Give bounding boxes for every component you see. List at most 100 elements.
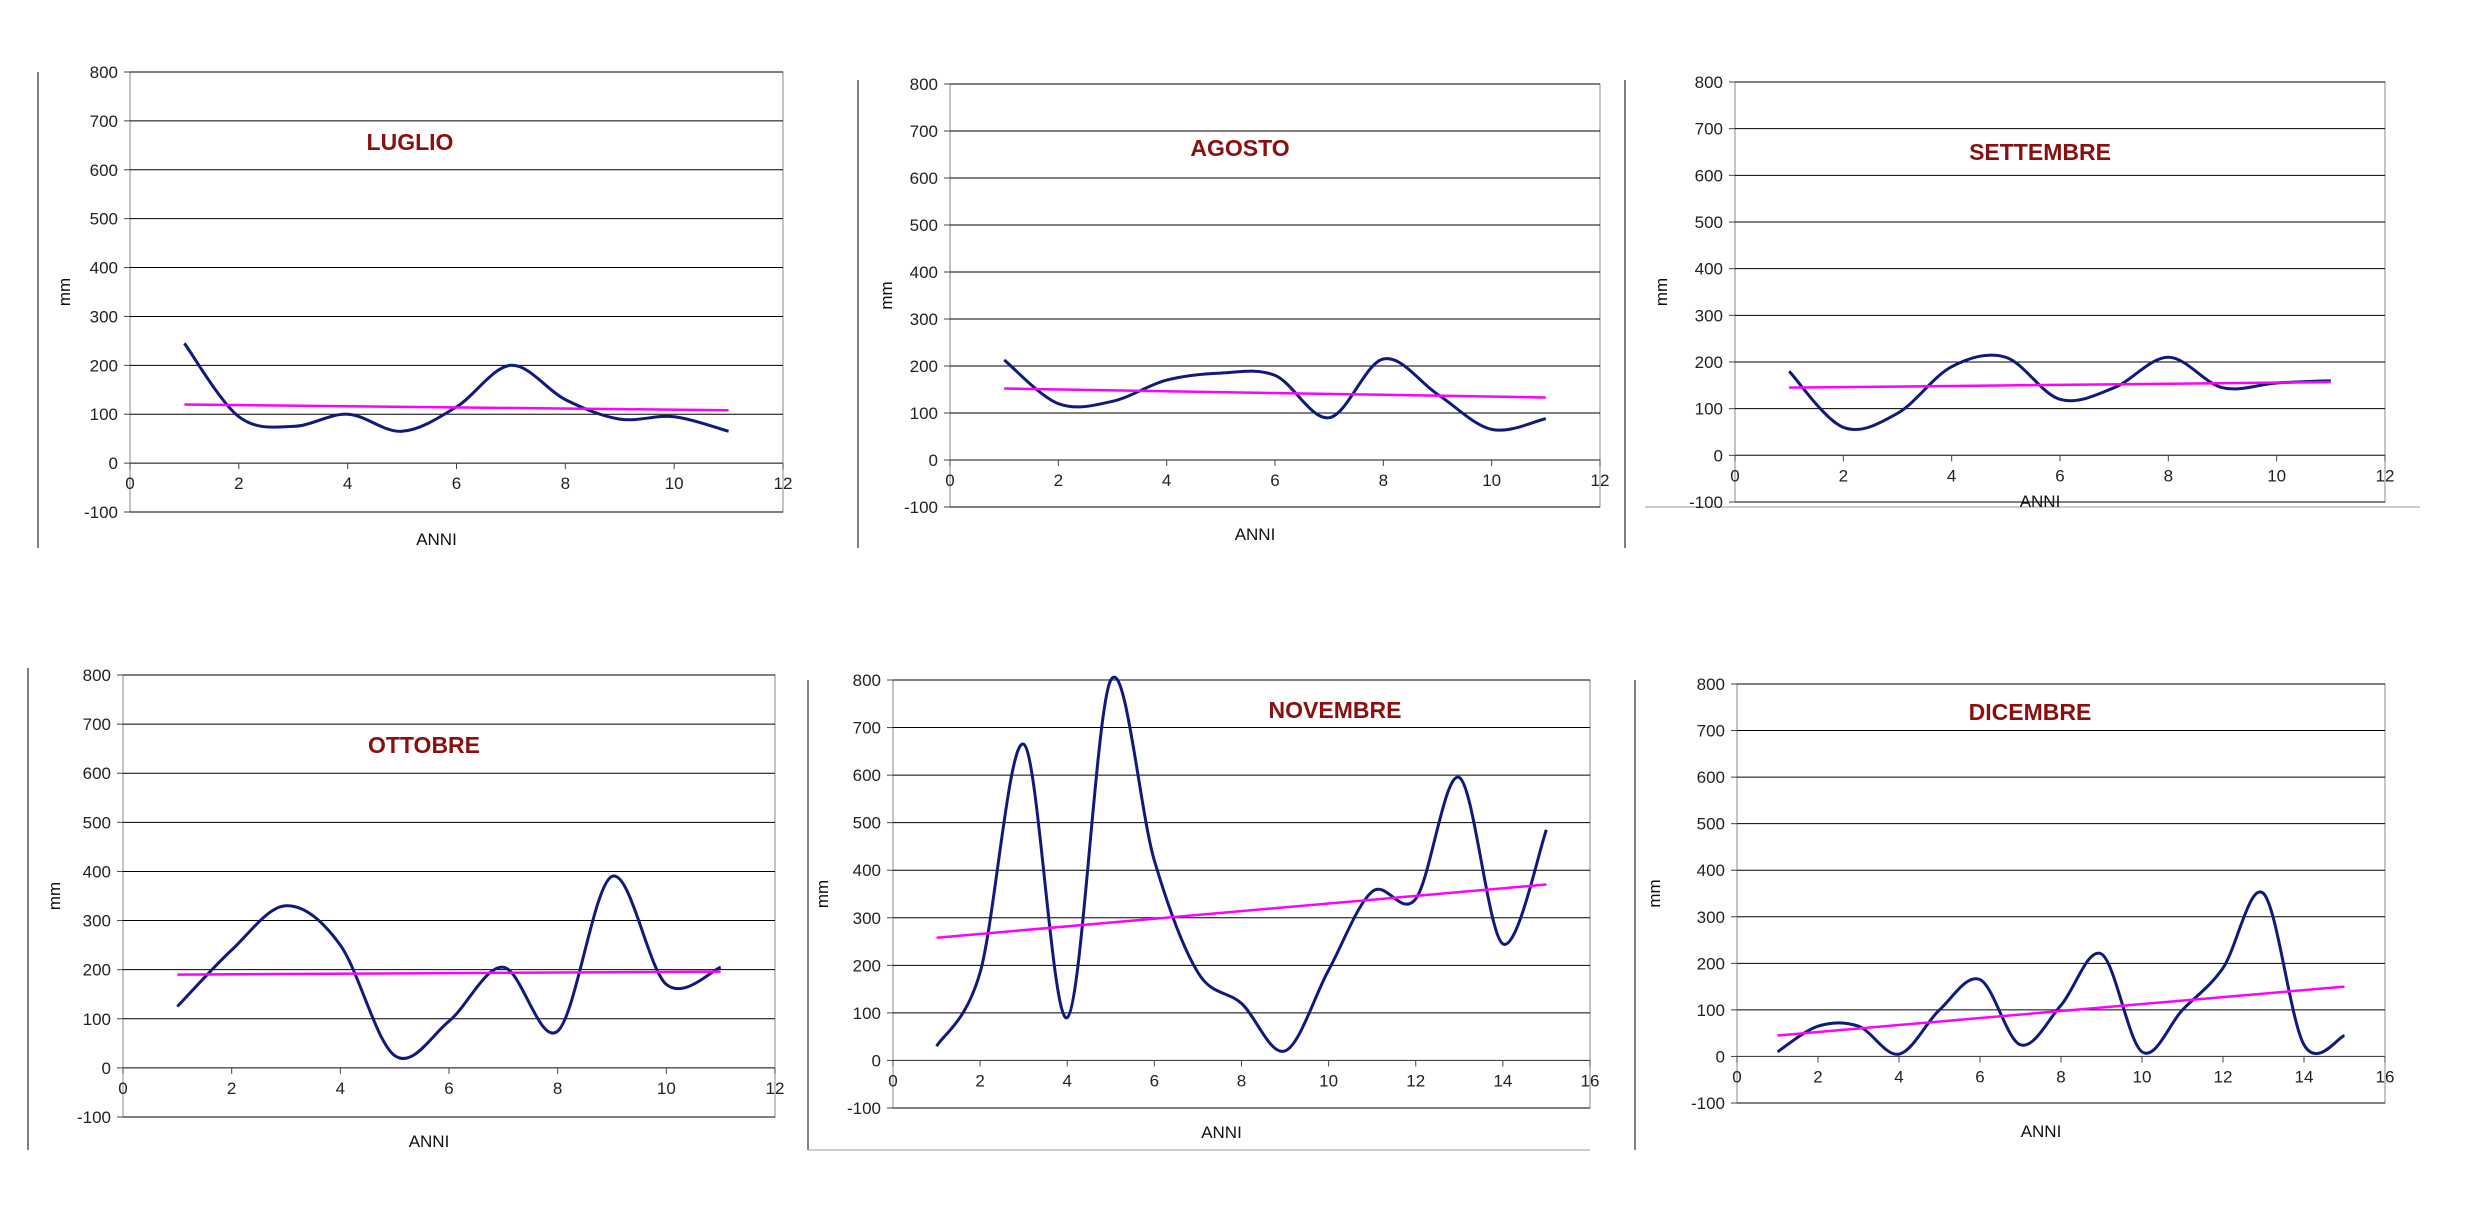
x-tick-label: 2 (227, 1079, 236, 1098)
x-tick-label: 2 (975, 1071, 984, 1090)
y-tick-label: 600 (853, 766, 881, 785)
x-tick-label: 8 (1237, 1071, 1246, 1090)
x-tick-label: 4 (1063, 1071, 1072, 1090)
x-tick-label: 6 (1270, 471, 1279, 490)
chart-5: -100 0 100 200 300 400 500 600 700 800 0 2 4 6 8 10 12 14… (1645, 675, 2394, 1141)
y-tick-label: 100 (910, 404, 938, 423)
chart-title: DICEMBRE (1969, 699, 2092, 725)
y-tick-label: -100 (84, 503, 118, 522)
y-tick-label: 300 (853, 909, 881, 928)
y-tick-label: 800 (83, 666, 111, 685)
y-tick-label: 0 (929, 451, 938, 470)
y-tick-label: 800 (1697, 675, 1725, 694)
y-tick-label: 100 (1697, 1001, 1725, 1020)
x-tick-label: 12 (2376, 466, 2395, 485)
chart-title: SETTEMBRE (1969, 139, 2111, 165)
x-axis-label: ANNI (2021, 1122, 2062, 1141)
series-line (1776, 890, 2346, 1056)
x-axis-label: ANNI (409, 1132, 450, 1151)
y-tick-label: 500 (853, 814, 881, 833)
y-tick-label: 400 (90, 259, 118, 278)
y-tick-label: 100 (1695, 400, 1723, 419)
x-tick-label: 10 (2267, 466, 2286, 485)
plot-area (1736, 683, 2386, 1104)
x-tick-label: 12 (1591, 471, 1610, 490)
x-tick-label: 8 (2056, 1067, 2065, 1086)
y-tick-label: 200 (910, 357, 938, 376)
y-tick-label: 700 (90, 112, 118, 131)
series-line (183, 342, 729, 433)
plot-area (892, 679, 1591, 1109)
y-tick-label: 500 (910, 216, 938, 235)
x-tick-label: 10 (2133, 1067, 2152, 1086)
x-tick-label: 10 (1319, 1071, 1338, 1090)
y-tick-label: 100 (83, 1010, 111, 1029)
x-tick-label: 4 (343, 474, 352, 493)
x-tick-label: 0 (1730, 466, 1739, 485)
y-tick-label: 500 (1695, 213, 1723, 232)
chart-title: NOVEMBRE (1269, 697, 1402, 723)
x-tick-label: 16 (2376, 1067, 2395, 1086)
x-tick-label: 12 (774, 474, 793, 493)
y-tick-label: 800 (90, 63, 118, 82)
x-axis-label: ANNI (1201, 1123, 1242, 1142)
y-tick-label: 800 (853, 671, 881, 690)
x-tick-label: 0 (888, 1071, 897, 1090)
x-tick-label: 8 (553, 1079, 562, 1098)
y-axis-label: mm (1645, 879, 1664, 907)
chart-title: LUGLIO (367, 129, 454, 155)
y-tick-label: 600 (1697, 768, 1725, 787)
x-tick-label: 6 (452, 474, 461, 493)
trend-line (1777, 985, 2345, 1037)
x-tick-label: 2 (1839, 466, 1848, 485)
y-tick-label: 400 (83, 862, 111, 881)
chart-3: -100 0 100 200 300 400 500 600 700 800 0 2 4 6 8 10 12 OT… (45, 666, 784, 1151)
y-tick-label: 0 (872, 1051, 881, 1070)
x-axis-label: ANNI (2020, 492, 2061, 511)
x-tick-label: 14 (1493, 1071, 1512, 1090)
x-tick-label: 6 (444, 1079, 453, 1098)
plot-area (129, 71, 784, 513)
x-tick-label: 12 (2214, 1067, 2233, 1086)
chart-4: -100 0 100 200 300 400 500 600 700 800 0 2 4 6 8 10 12 14… (813, 671, 1599, 1142)
x-tick-label: 4 (1162, 471, 1171, 490)
x-tick-label: 16 (1581, 1071, 1600, 1090)
x-tick-label: 4 (336, 1079, 345, 1098)
x-tick-label: 8 (1379, 471, 1388, 490)
x-tick-label: 14 (2295, 1067, 2314, 1086)
y-tick-label: -100 (847, 1099, 881, 1118)
series-line (935, 675, 1548, 1053)
y-tick-label: -100 (77, 1108, 111, 1127)
y-tick-label: -100 (1689, 493, 1723, 512)
y-tick-label: 600 (910, 169, 938, 188)
series-line (1003, 357, 1547, 432)
x-tick-label: 10 (657, 1079, 676, 1098)
y-tick-label: 400 (1697, 861, 1725, 880)
y-tick-label: 700 (853, 719, 881, 738)
y-axis-label: mm (55, 278, 74, 306)
x-tick-label: 0 (125, 474, 134, 493)
chart-title: OTTOBRE (368, 732, 480, 758)
trend-line (184, 403, 729, 412)
trend-line (177, 970, 721, 976)
y-tick-label: 600 (83, 764, 111, 783)
x-tick-label: 6 (1150, 1071, 1159, 1090)
y-tick-label: 0 (1714, 446, 1723, 465)
x-axis-label: ANNI (1235, 525, 1276, 544)
y-tick-label: 200 (83, 961, 111, 980)
trend-line (1004, 387, 1546, 399)
y-tick-label: 300 (1695, 306, 1723, 325)
y-tick-label: 100 (853, 1004, 881, 1023)
y-tick-label: 0 (102, 1059, 111, 1078)
x-tick-label: 12 (1406, 1071, 1425, 1090)
y-tick-label: 300 (83, 912, 111, 931)
y-tick-label: 400 (1695, 260, 1723, 279)
x-tick-label: 6 (1975, 1067, 1984, 1086)
y-tick-label: -100 (904, 498, 938, 517)
x-tick-label: 8 (2164, 466, 2173, 485)
y-tick-label: 400 (853, 861, 881, 880)
y-tick-label: 800 (1695, 73, 1723, 92)
y-tick-label: 800 (910, 75, 938, 94)
y-tick-label: 500 (1697, 815, 1725, 834)
y-axis-label: mm (45, 882, 64, 910)
